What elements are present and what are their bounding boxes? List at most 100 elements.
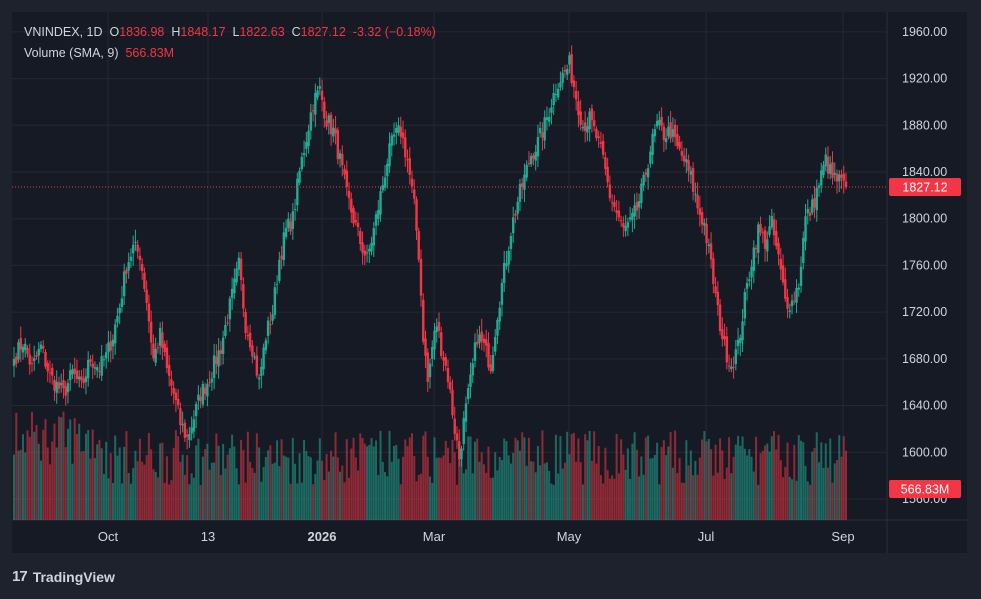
volume-bar	[267, 450, 270, 520]
candle-body	[655, 120, 659, 127]
volume-bar	[345, 439, 348, 520]
y-tick-label: 1840.00	[902, 165, 947, 179]
candle-body	[127, 262, 130, 271]
candle-body	[323, 101, 326, 119]
volume-bar	[845, 450, 847, 520]
volume-bar	[386, 476, 389, 520]
volume-bar	[325, 453, 328, 520]
open-label: O	[109, 25, 120, 39]
volume-bar	[143, 464, 146, 520]
volume-bar	[66, 428, 69, 520]
chart-panel[interactable]: 1960.00 1920.00 1880.00 1840.00 1800.00 1760.…	[12, 12, 967, 553]
volume-bar	[842, 436, 845, 520]
volume-bar	[746, 455, 749, 520]
candle-body	[91, 363, 94, 368]
volume-bar	[820, 442, 823, 520]
x-tick-label: 13	[201, 529, 215, 544]
candle-body	[635, 202, 639, 211]
volume-indicator-label: Volume (SMA, 9)	[24, 46, 119, 60]
volume-bar	[505, 441, 508, 520]
x-tick-label: Jul	[698, 529, 715, 544]
volume-bar	[307, 456, 310, 520]
volume-bar	[136, 461, 139, 520]
volume-bar	[195, 445, 198, 520]
volume-bar	[183, 474, 186, 520]
volume-bar	[773, 431, 776, 520]
volume-bar	[487, 446, 490, 520]
volume-bar	[532, 461, 535, 520]
candle-body	[113, 324, 117, 344]
candle-body	[107, 342, 110, 353]
price-chart[interactable]: 1960.00 1920.00 1880.00 1840.00 1800.00 1760.…	[12, 12, 967, 553]
volume-bar	[399, 484, 402, 520]
candle-body	[17, 342, 20, 360]
candle-body	[39, 344, 43, 350]
volume-bar	[215, 433, 218, 520]
tradingview-logo[interactable]: 17 TradingView	[12, 568, 115, 585]
candle-body	[87, 359, 90, 379]
candle-body	[262, 347, 265, 370]
candle-body	[314, 92, 317, 115]
volume-bar	[804, 466, 807, 520]
candle-body	[478, 334, 481, 343]
candle-body	[808, 212, 812, 216]
volume-bar	[57, 416, 60, 520]
volume-bar	[743, 448, 746, 520]
candle-body	[287, 218, 290, 228]
volume-bar	[761, 450, 764, 520]
candle-body	[685, 159, 688, 163]
volume-bar	[464, 469, 467, 520]
candle-body	[12, 358, 16, 366]
volume-bar	[831, 482, 834, 520]
candle-body	[226, 322, 229, 324]
candle-body	[377, 210, 380, 219]
volume-bar	[536, 446, 539, 520]
volume-bar	[779, 460, 782, 520]
volume-bar	[660, 447, 663, 520]
candle-body	[752, 247, 756, 271]
volume-bar	[55, 447, 58, 520]
volume-bar	[620, 439, 623, 520]
volume-bar	[561, 468, 564, 520]
candle-body	[354, 220, 357, 223]
candle-body	[352, 208, 355, 224]
candle-body	[183, 422, 187, 438]
candle-body	[282, 232, 286, 261]
candle-body	[215, 356, 218, 365]
volume-bar	[397, 458, 400, 520]
volume-bar	[473, 441, 476, 520]
candle-body	[149, 321, 153, 343]
volume-bar	[649, 458, 652, 520]
volume-bar	[768, 451, 771, 520]
candle-body	[293, 208, 297, 210]
candle-body	[700, 211, 704, 225]
candle-body	[712, 258, 715, 285]
volume-bar	[156, 477, 159, 520]
candle-body	[462, 417, 465, 445]
volume-bar	[730, 473, 733, 520]
volume-bar	[712, 475, 715, 520]
candle-body	[619, 220, 623, 222]
candle-body	[237, 257, 241, 270]
volume-bar	[748, 449, 751, 520]
volume-bar	[764, 445, 767, 520]
volume-bar	[613, 478, 616, 520]
candle-body	[822, 165, 825, 176]
candle-body	[158, 327, 162, 346]
candle-body	[503, 262, 506, 283]
volume-bar	[213, 462, 216, 520]
volume-bar	[534, 472, 537, 520]
volume-bar	[87, 430, 90, 520]
candle-body	[613, 201, 616, 208]
candle-body	[15, 356, 18, 364]
candle-body	[242, 284, 245, 309]
candle-body	[754, 247, 758, 250]
candle-body	[401, 132, 405, 139]
candle-body	[309, 112, 313, 131]
volume-bar	[626, 448, 629, 520]
candle-body	[532, 155, 535, 159]
volume-bar	[640, 456, 643, 520]
candle-body	[536, 137, 540, 157]
volume-bar	[13, 454, 15, 520]
volume-bar	[611, 475, 614, 520]
